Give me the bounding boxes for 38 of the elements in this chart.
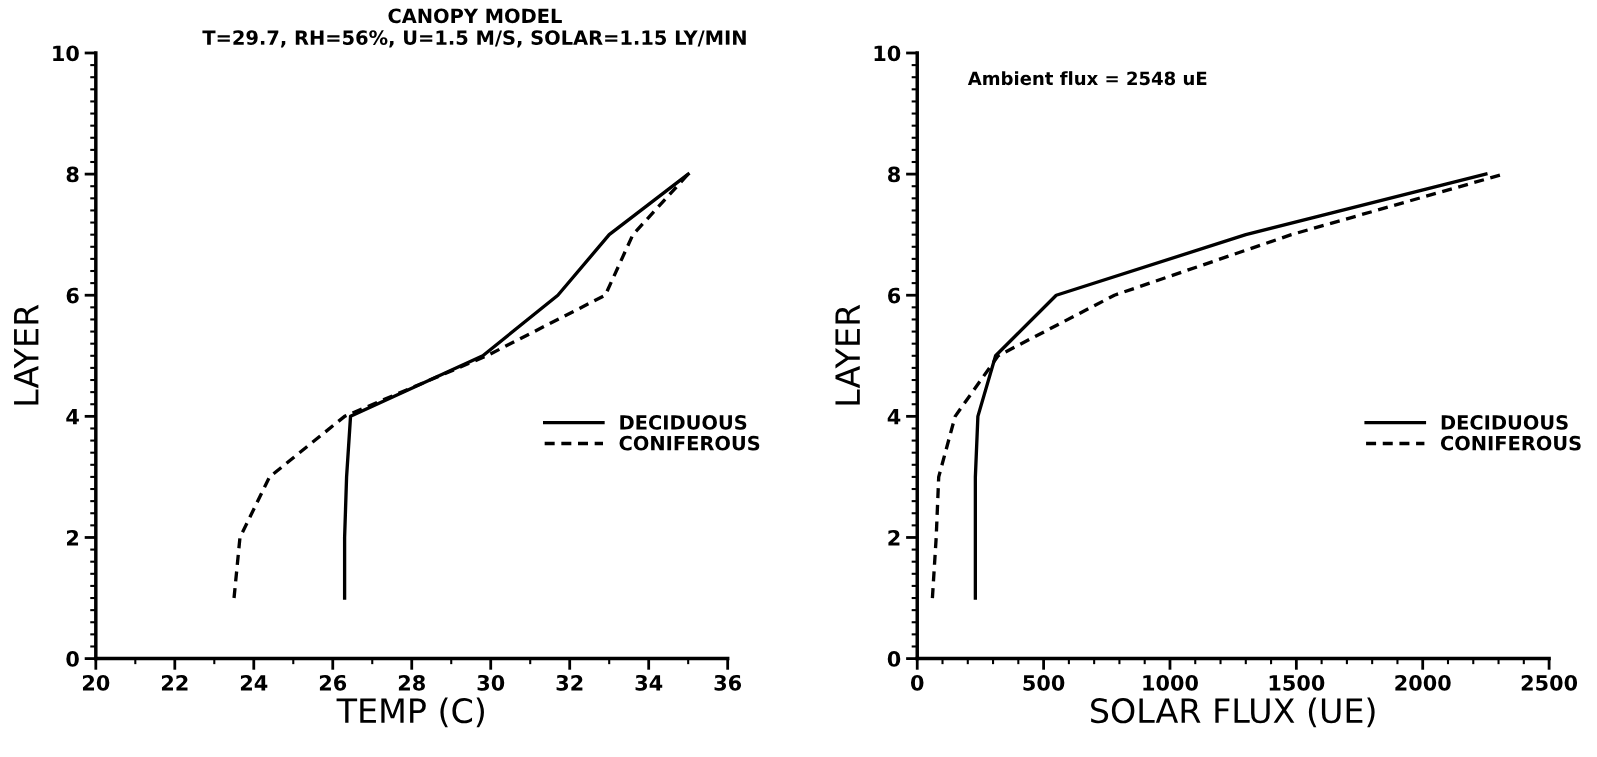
x-tick-label: 34 <box>635 674 663 691</box>
annotation: Ambient flux = 2548 uE <box>967 71 1207 86</box>
y-tick-label: 4 <box>887 409 901 425</box>
x-tick-label: 1500 <box>1269 674 1325 691</box>
y-tick-label: 8 <box>66 166 79 183</box>
chart-subtitle: T=29.7, RH=56%, U=1.5 M/S, SOLAR=1.15 LY/MIN <box>202 30 746 48</box>
y-tick-label: 0 <box>887 651 901 667</box>
x-tick-label: 1000 <box>1143 674 1198 691</box>
chart-title: CANOPY MODEL <box>388 8 562 24</box>
y-tick-label: 10 <box>874 45 901 62</box>
x-tick-label: 28 <box>398 674 425 691</box>
x-tick-label: 26 <box>319 674 347 691</box>
legend-label: CONIFEROUS <box>1440 435 1581 451</box>
x-tick-label: 30 <box>477 674 505 691</box>
y-tick-label: 4 <box>66 409 79 425</box>
x-axis-title: TEMP (C) <box>336 697 484 728</box>
x-tick-label: 2500 <box>1521 674 1578 691</box>
y-tick-label: 6 <box>66 287 79 304</box>
y-axis-title: LAYER <box>14 304 39 405</box>
legend-label: DECIDUOUS <box>620 415 747 430</box>
x-tick-label: 500 <box>1023 674 1065 691</box>
y-tick-label: 8 <box>888 166 900 183</box>
legend-label: DECIDUOUS <box>1441 415 1568 430</box>
y-axis-title: LAYER <box>835 304 860 405</box>
y-tick-label: 6 <box>888 287 901 304</box>
y-tick-label: 2 <box>67 529 79 546</box>
x-tick-label: 20 <box>82 674 110 691</box>
x-axis-title: SOLAR FLUX (UE) <box>1091 697 1375 728</box>
legend-label: CONIFEROUS <box>619 435 760 451</box>
x-tick-label: 22 <box>161 674 188 691</box>
x-tick-label: 24 <box>240 674 268 691</box>
x-tick-label: 2000 <box>1395 674 1451 691</box>
x-tick-label: 32 <box>556 674 583 691</box>
y-tick-label: 10 <box>53 45 79 62</box>
x-tick-label: 36 <box>714 674 742 691</box>
y-tick-label: 2 <box>888 529 900 546</box>
y-tick-label: 0 <box>66 651 79 667</box>
x-tick-label: 0 <box>910 674 924 691</box>
